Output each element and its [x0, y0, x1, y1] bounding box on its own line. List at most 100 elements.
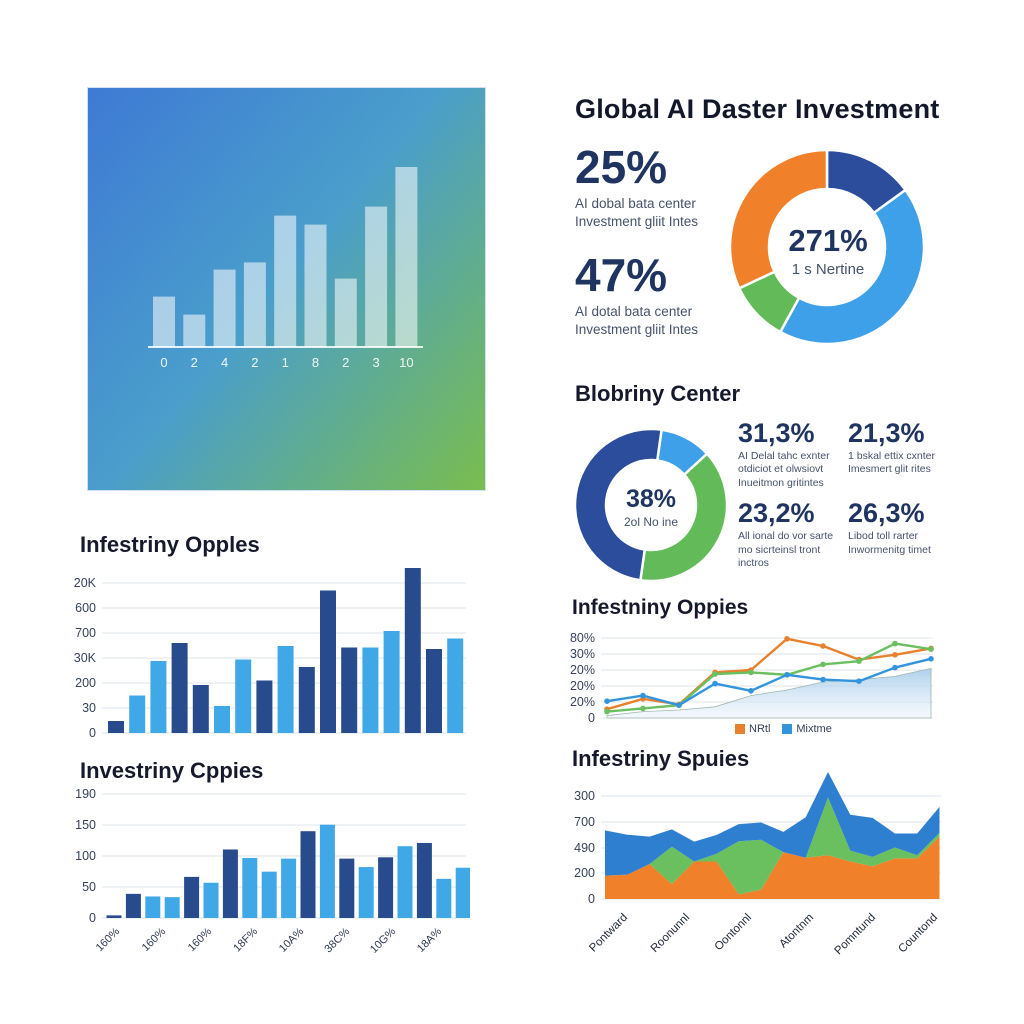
- legend-item: NRtl: [735, 723, 770, 735]
- stat-caption: Libod toll rarter Inwormenitg timet: [848, 530, 956, 557]
- data-point: [604, 698, 610, 704]
- donut-segment-orange: [728, 148, 829, 290]
- data-point: [892, 652, 898, 658]
- data-point: [640, 692, 646, 699]
- y-tick-label: 200: [574, 866, 595, 880]
- caption-line: AI Delal tahc exnter: [738, 449, 830, 462]
- y-tick-label: 200: [75, 676, 96, 690]
- bar: [145, 896, 161, 918]
- x-tick-label: 18F%: [231, 925, 260, 954]
- caption-line: Investment gliit Intes: [575, 321, 699, 337]
- blobriny-donut-chart: [573, 427, 729, 583]
- stat-value: 23,2%: [738, 498, 815, 529]
- y-tick-label: 700: [574, 815, 595, 829]
- y-tick-label: 0: [588, 711, 595, 722]
- stat-value: 47%: [575, 249, 668, 301]
- bar: [277, 646, 294, 733]
- bar: [334, 278, 357, 347]
- y-tick-label: 20%: [570, 663, 595, 677]
- bar: [192, 685, 209, 733]
- bar: [404, 568, 421, 733]
- y-tick-label: 30K: [74, 651, 97, 665]
- legend-swatch-orange: [735, 724, 745, 734]
- bar: [341, 647, 358, 733]
- x-tick-label: Pomntund: [833, 912, 879, 958]
- x-tick-label: 10G%: [368, 925, 398, 955]
- stat-caption: AI Delal tahc exnter otdiciot et olwsiov…: [738, 450, 846, 491]
- bar: [184, 876, 200, 918]
- bar: [426, 649, 442, 733]
- data-point: [604, 708, 610, 715]
- legend-label: NRtl: [749, 723, 771, 735]
- bar: [213, 269, 236, 347]
- caption-line: Inueitmon gritintes: [738, 476, 824, 489]
- bar: [261, 871, 277, 918]
- mini-stat: 23,2% All ional do vor sarte mo sicrtein…: [738, 500, 846, 570]
- bar: [319, 824, 335, 918]
- bar: [436, 878, 452, 918]
- x-tick-label: 160%: [186, 925, 215, 954]
- y-tick-label: 20%: [570, 679, 595, 693]
- x-tick-label: Roonunnl: [649, 912, 692, 955]
- y-tick-label: 20K: [74, 576, 97, 590]
- bar: [281, 858, 297, 918]
- stat-caption: AI dotal bata center Investment gliit In…: [575, 303, 740, 339]
- stat-value: 21,3%: [848, 418, 925, 448]
- donut-segment-light-blue: [778, 188, 926, 346]
- x-tick-label: 160%: [94, 925, 123, 954]
- data-point: [784, 636, 790, 642]
- bar: [153, 296, 175, 347]
- bar: [108, 721, 124, 733]
- y-tick-label: 190: [75, 787, 96, 801]
- stack-band-orange: [605, 836, 940, 899]
- investment-donut-chart: [728, 148, 926, 346]
- mid-chart-title: Infestriny Opples: [80, 532, 260, 557]
- mini-stat: 21,3% 1 bskal ettix cxnter Imesmert glit…: [848, 418, 956, 490]
- y-tick-label: 600: [75, 601, 96, 615]
- series-area: [606, 667, 932, 719]
- bar: [222, 849, 238, 918]
- x-tick-label: 4: [221, 355, 228, 370]
- x-tick-label: 10: [399, 355, 413, 370]
- stat-block-25: 25% AI dobal bata center Investment glii…: [575, 144, 740, 231]
- caption-line: inctros: [738, 557, 769, 570]
- stat-value: 25%: [575, 141, 668, 193]
- bar: [235, 659, 252, 733]
- area-chart-title: Infestriny Spuies: [572, 746, 750, 771]
- mini-stat: 26,3% Libod toll rarter Inwormenitg time…: [848, 500, 956, 570]
- stacked-area-chart: 300 700 490 200 0 Pontward Roonunnl Oontonnl Ato…: [574, 771, 941, 958]
- caption-line: otdiciot et olwsiovt: [738, 463, 824, 476]
- caption-line: AI dotal bata center: [575, 303, 693, 319]
- bar: [129, 695, 146, 733]
- data-point: [712, 671, 718, 677]
- bar: [304, 224, 327, 347]
- x-tick-label: 38C%: [322, 925, 352, 955]
- caption-line: 1 bskal ettix cxnter: [848, 449, 935, 462]
- caption-line: Investment gliit Intes: [575, 213, 699, 229]
- data-point: [892, 640, 898, 647]
- bar: [395, 167, 418, 347]
- bar: [203, 882, 219, 918]
- bar: [362, 647, 379, 733]
- hero-gradient-panel: 0 2 4 2 1 8 2 3 10: [88, 88, 485, 490]
- y-tick-label: 0: [89, 911, 96, 925]
- bar: [416, 842, 432, 918]
- data-point: [712, 680, 718, 687]
- mini-stat: 31,3% AI Delal tahc exnter otdiciot et o…: [738, 419, 846, 491]
- bar: [358, 867, 374, 918]
- line-chart-title: Infestniny Oppies: [572, 596, 749, 619]
- y-tick-label: 80%: [570, 631, 595, 645]
- bar: [447, 638, 464, 733]
- stat-caption: 1 bskal ettix cxnter Imesmert glit rites: [848, 450, 956, 477]
- bar: [171, 643, 188, 733]
- bar: [150, 661, 167, 733]
- data-point: [892, 664, 898, 671]
- y-tick-label: 700: [75, 626, 96, 640]
- x-tick-label: 10A%: [277, 925, 306, 954]
- bar: [455, 867, 470, 918]
- x-tick-label: 3: [372, 355, 379, 370]
- y-tick-label: 100: [75, 849, 96, 863]
- series-line-Mixtme: [606, 657, 932, 707]
- donut-segment-green: [639, 451, 729, 583]
